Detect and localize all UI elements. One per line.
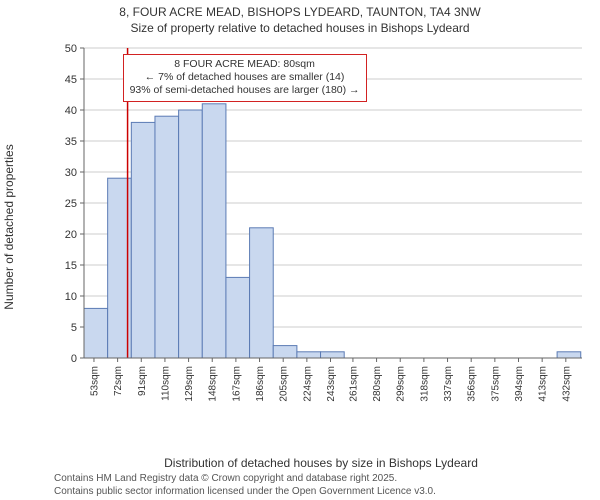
y-axis-label: Number of detached properties bbox=[2, 42, 16, 412]
svg-text:0: 0 bbox=[71, 353, 77, 365]
svg-text:45: 45 bbox=[65, 74, 77, 86]
svg-text:129sqm: 129sqm bbox=[184, 366, 195, 402]
svg-text:432sqm: 432sqm bbox=[561, 366, 572, 402]
svg-text:356sqm: 356sqm bbox=[467, 366, 478, 402]
svg-text:394sqm: 394sqm bbox=[514, 366, 525, 402]
svg-text:413sqm: 413sqm bbox=[538, 366, 549, 402]
credits-line2: Contains public sector information licen… bbox=[54, 485, 436, 498]
svg-text:35: 35 bbox=[65, 136, 77, 148]
chart-container: 8, FOUR ACRE MEAD, BISHOPS LYDEARD, TAUN… bbox=[0, 0, 600, 500]
svg-text:53sqm: 53sqm bbox=[89, 366, 100, 396]
credits-line1: Contains HM Land Registry data © Crown c… bbox=[54, 472, 436, 485]
svg-text:280sqm: 280sqm bbox=[372, 366, 383, 402]
annotation-box: 8 FOUR ACRE MEAD: 80sqm ← 7% of detached… bbox=[123, 54, 367, 101]
svg-text:299sqm: 299sqm bbox=[396, 366, 407, 402]
svg-text:186sqm: 186sqm bbox=[255, 366, 266, 402]
svg-text:5: 5 bbox=[71, 322, 77, 334]
title-line1: 8, FOUR ACRE MEAD, BISHOPS LYDEARD, TAUN… bbox=[0, 4, 600, 20]
credits: Contains HM Land Registry data © Crown c… bbox=[54, 472, 436, 498]
svg-text:91sqm: 91sqm bbox=[137, 366, 148, 396]
annotation-line1: 8 FOUR ACRE MEAD: 80sqm bbox=[130, 58, 360, 71]
svg-text:167sqm: 167sqm bbox=[231, 366, 242, 402]
svg-text:50: 50 bbox=[65, 43, 77, 55]
annotation-line3: 93% of semi-detached houses are larger (… bbox=[130, 84, 360, 97]
svg-text:148sqm: 148sqm bbox=[208, 366, 219, 402]
svg-text:10: 10 bbox=[65, 291, 77, 303]
svg-text:40: 40 bbox=[65, 105, 77, 117]
svg-text:25: 25 bbox=[65, 198, 77, 210]
svg-text:318sqm: 318sqm bbox=[419, 366, 430, 402]
svg-text:30: 30 bbox=[65, 167, 77, 179]
svg-text:20: 20 bbox=[65, 229, 77, 241]
svg-text:110sqm: 110sqm bbox=[160, 366, 171, 401]
svg-text:15: 15 bbox=[65, 260, 77, 272]
title-line2: Size of property relative to detached ho… bbox=[0, 20, 600, 36]
svg-text:224sqm: 224sqm bbox=[302, 366, 313, 402]
chart-title: 8, FOUR ACRE MEAD, BISHOPS LYDEARD, TAUN… bbox=[0, 4, 600, 36]
svg-text:375sqm: 375sqm bbox=[490, 366, 501, 402]
svg-text:337sqm: 337sqm bbox=[443, 366, 454, 402]
annotation-line2: ← 7% of detached houses are smaller (14) bbox=[130, 71, 360, 84]
svg-text:261sqm: 261sqm bbox=[348, 366, 359, 402]
x-axis-label: Distribution of detached houses by size … bbox=[54, 456, 588, 470]
svg-text:72sqm: 72sqm bbox=[113, 366, 124, 396]
plot-area: 0 5 10 15 20 25 30 35 40 45 50 53sqm 72sqm 91sqm 110sq… bbox=[54, 42, 588, 412]
svg-text:205sqm: 205sqm bbox=[279, 366, 290, 402]
svg-text:243sqm: 243sqm bbox=[326, 366, 337, 402]
